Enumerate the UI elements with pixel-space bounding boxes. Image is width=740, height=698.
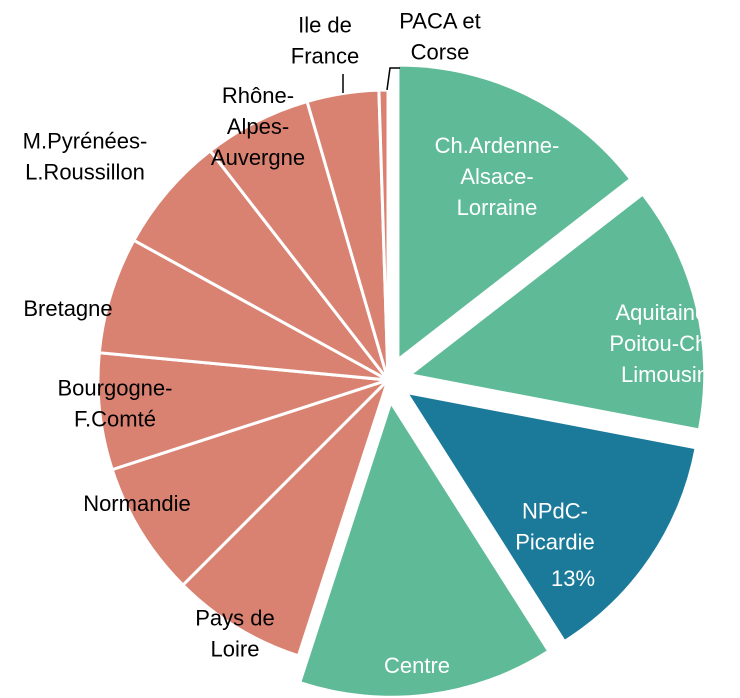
- slice-label: M.Pyrénées-L.Roussillon: [23, 128, 148, 184]
- pie-slice: [413, 196, 704, 429]
- slice-label: PACA et Corse: [399, 8, 481, 64]
- pie-slice: [409, 394, 695, 640]
- pie-slice: [301, 405, 547, 696]
- pie-slice: [377, 88, 390, 381]
- pie-slice: [180, 378, 390, 658]
- slice-label: Ile de France: [291, 12, 359, 68]
- slice-label: NPdC-Picardie: [515, 498, 594, 554]
- slice-label: Rhône-Alpes-Auvergne: [211, 83, 305, 170]
- pie-slice: [131, 148, 390, 382]
- slice-label: Normandie: [83, 491, 191, 516]
- pie-slice: [96, 351, 389, 472]
- slice-label: Ch.Ardenne-Alsace-Lorraine: [435, 133, 560, 220]
- pie-slice: [97, 238, 389, 382]
- slice-label: Bretagne: [23, 296, 112, 321]
- slice-label: Centre: [384, 653, 450, 678]
- leader-line: [386, 67, 400, 91]
- value-label: 13%: [551, 566, 595, 591]
- slice-label: Bourgogne-F.Comté: [58, 375, 173, 431]
- pie-slice: [110, 378, 390, 588]
- slice-label: Aquitaine-Poitou-Ch.-Limousin: [609, 300, 720, 387]
- slice-label: Pays de Loire: [195, 605, 275, 661]
- pie-slice: [399, 66, 629, 357]
